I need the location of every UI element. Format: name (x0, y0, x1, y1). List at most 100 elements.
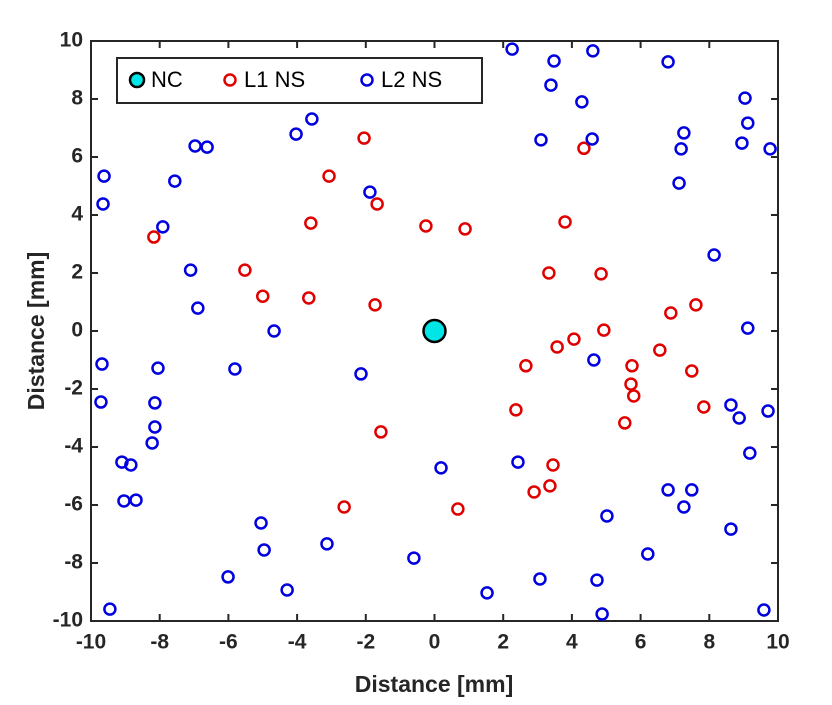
legend-label: L1 NS (244, 67, 305, 92)
y-tick-label: 6 (71, 145, 83, 168)
point (374, 425, 388, 439)
point (527, 485, 541, 499)
x-tick-label: -6 (219, 631, 238, 654)
point (653, 343, 667, 357)
legend-box (116, 57, 483, 104)
point (191, 301, 205, 315)
point (267, 324, 281, 338)
point (257, 543, 271, 557)
point (550, 340, 564, 354)
point (95, 357, 109, 371)
legend-marker (128, 71, 146, 89)
point (741, 321, 755, 335)
point (626, 389, 641, 403)
point (661, 483, 675, 497)
point (256, 289, 270, 303)
point (200, 140, 214, 154)
point (124, 458, 138, 472)
x-tick-label: 6 (635, 631, 647, 654)
y-tick-label: -8 (64, 551, 83, 574)
point (533, 572, 547, 586)
point (505, 42, 519, 56)
point (743, 446, 757, 460)
legend-marker (223, 73, 237, 87)
point (724, 522, 738, 536)
legend-marker (360, 73, 374, 87)
point (422, 318, 447, 344)
x-tick-label: 2 (497, 631, 509, 654)
point (451, 502, 465, 516)
point (289, 127, 303, 141)
point (641, 547, 655, 561)
y-tick-label: 0 (71, 319, 83, 342)
x-tick-label: -8 (150, 631, 169, 654)
point (337, 500, 351, 514)
point (97, 169, 111, 183)
point (567, 332, 581, 346)
x-tick-label: 10 (766, 631, 789, 654)
point (129, 493, 143, 507)
point (305, 112, 319, 126)
legend-label: NC (151, 67, 183, 92)
point (597, 323, 611, 337)
point (590, 573, 604, 587)
point (689, 298, 703, 312)
point (707, 248, 721, 262)
y-tick-label: 4 (71, 203, 83, 226)
point (575, 95, 589, 109)
point (368, 298, 382, 312)
point (322, 169, 336, 183)
point (511, 455, 525, 469)
point (221, 570, 235, 584)
point (625, 359, 639, 373)
point (354, 367, 368, 381)
point (145, 436, 159, 450)
point (320, 537, 334, 551)
y-axis-label: Distance [mm] (23, 252, 49, 410)
y-tick-label: -2 (64, 377, 83, 400)
point (519, 359, 533, 373)
point (543, 479, 557, 493)
point (735, 136, 749, 150)
point (542, 266, 556, 280)
point (547, 54, 561, 68)
point (148, 420, 162, 434)
point (738, 91, 752, 105)
point (94, 395, 108, 409)
y-tick-label: 10 (60, 29, 83, 52)
point (672, 176, 686, 190)
point (677, 500, 691, 514)
point (600, 509, 614, 523)
y-tick-label: 2 (71, 261, 83, 284)
point (674, 142, 688, 156)
point (685, 364, 699, 378)
point (763, 142, 777, 156)
point (587, 353, 601, 367)
point (761, 404, 775, 418)
point (534, 133, 548, 147)
point (103, 602, 117, 616)
point (585, 132, 599, 146)
point (618, 416, 632, 430)
point (434, 461, 448, 475)
point (304, 216, 318, 230)
y-tick-label: -6 (64, 493, 83, 516)
point (280, 583, 294, 597)
y-tick-label: 8 (71, 87, 83, 110)
point (419, 219, 433, 233)
point (370, 197, 384, 211)
point (183, 263, 198, 277)
point (741, 116, 755, 130)
x-tick-label: -4 (288, 631, 307, 654)
point (677, 126, 691, 140)
point (624, 377, 638, 391)
x-axis-label: Distance [mm] (355, 671, 513, 697)
point (595, 607, 609, 621)
point (594, 267, 608, 281)
point (586, 44, 600, 58)
point (661, 55, 675, 69)
point (480, 586, 494, 600)
point (558, 215, 572, 229)
y-tick-label: -4 (64, 435, 83, 458)
point (697, 400, 711, 414)
